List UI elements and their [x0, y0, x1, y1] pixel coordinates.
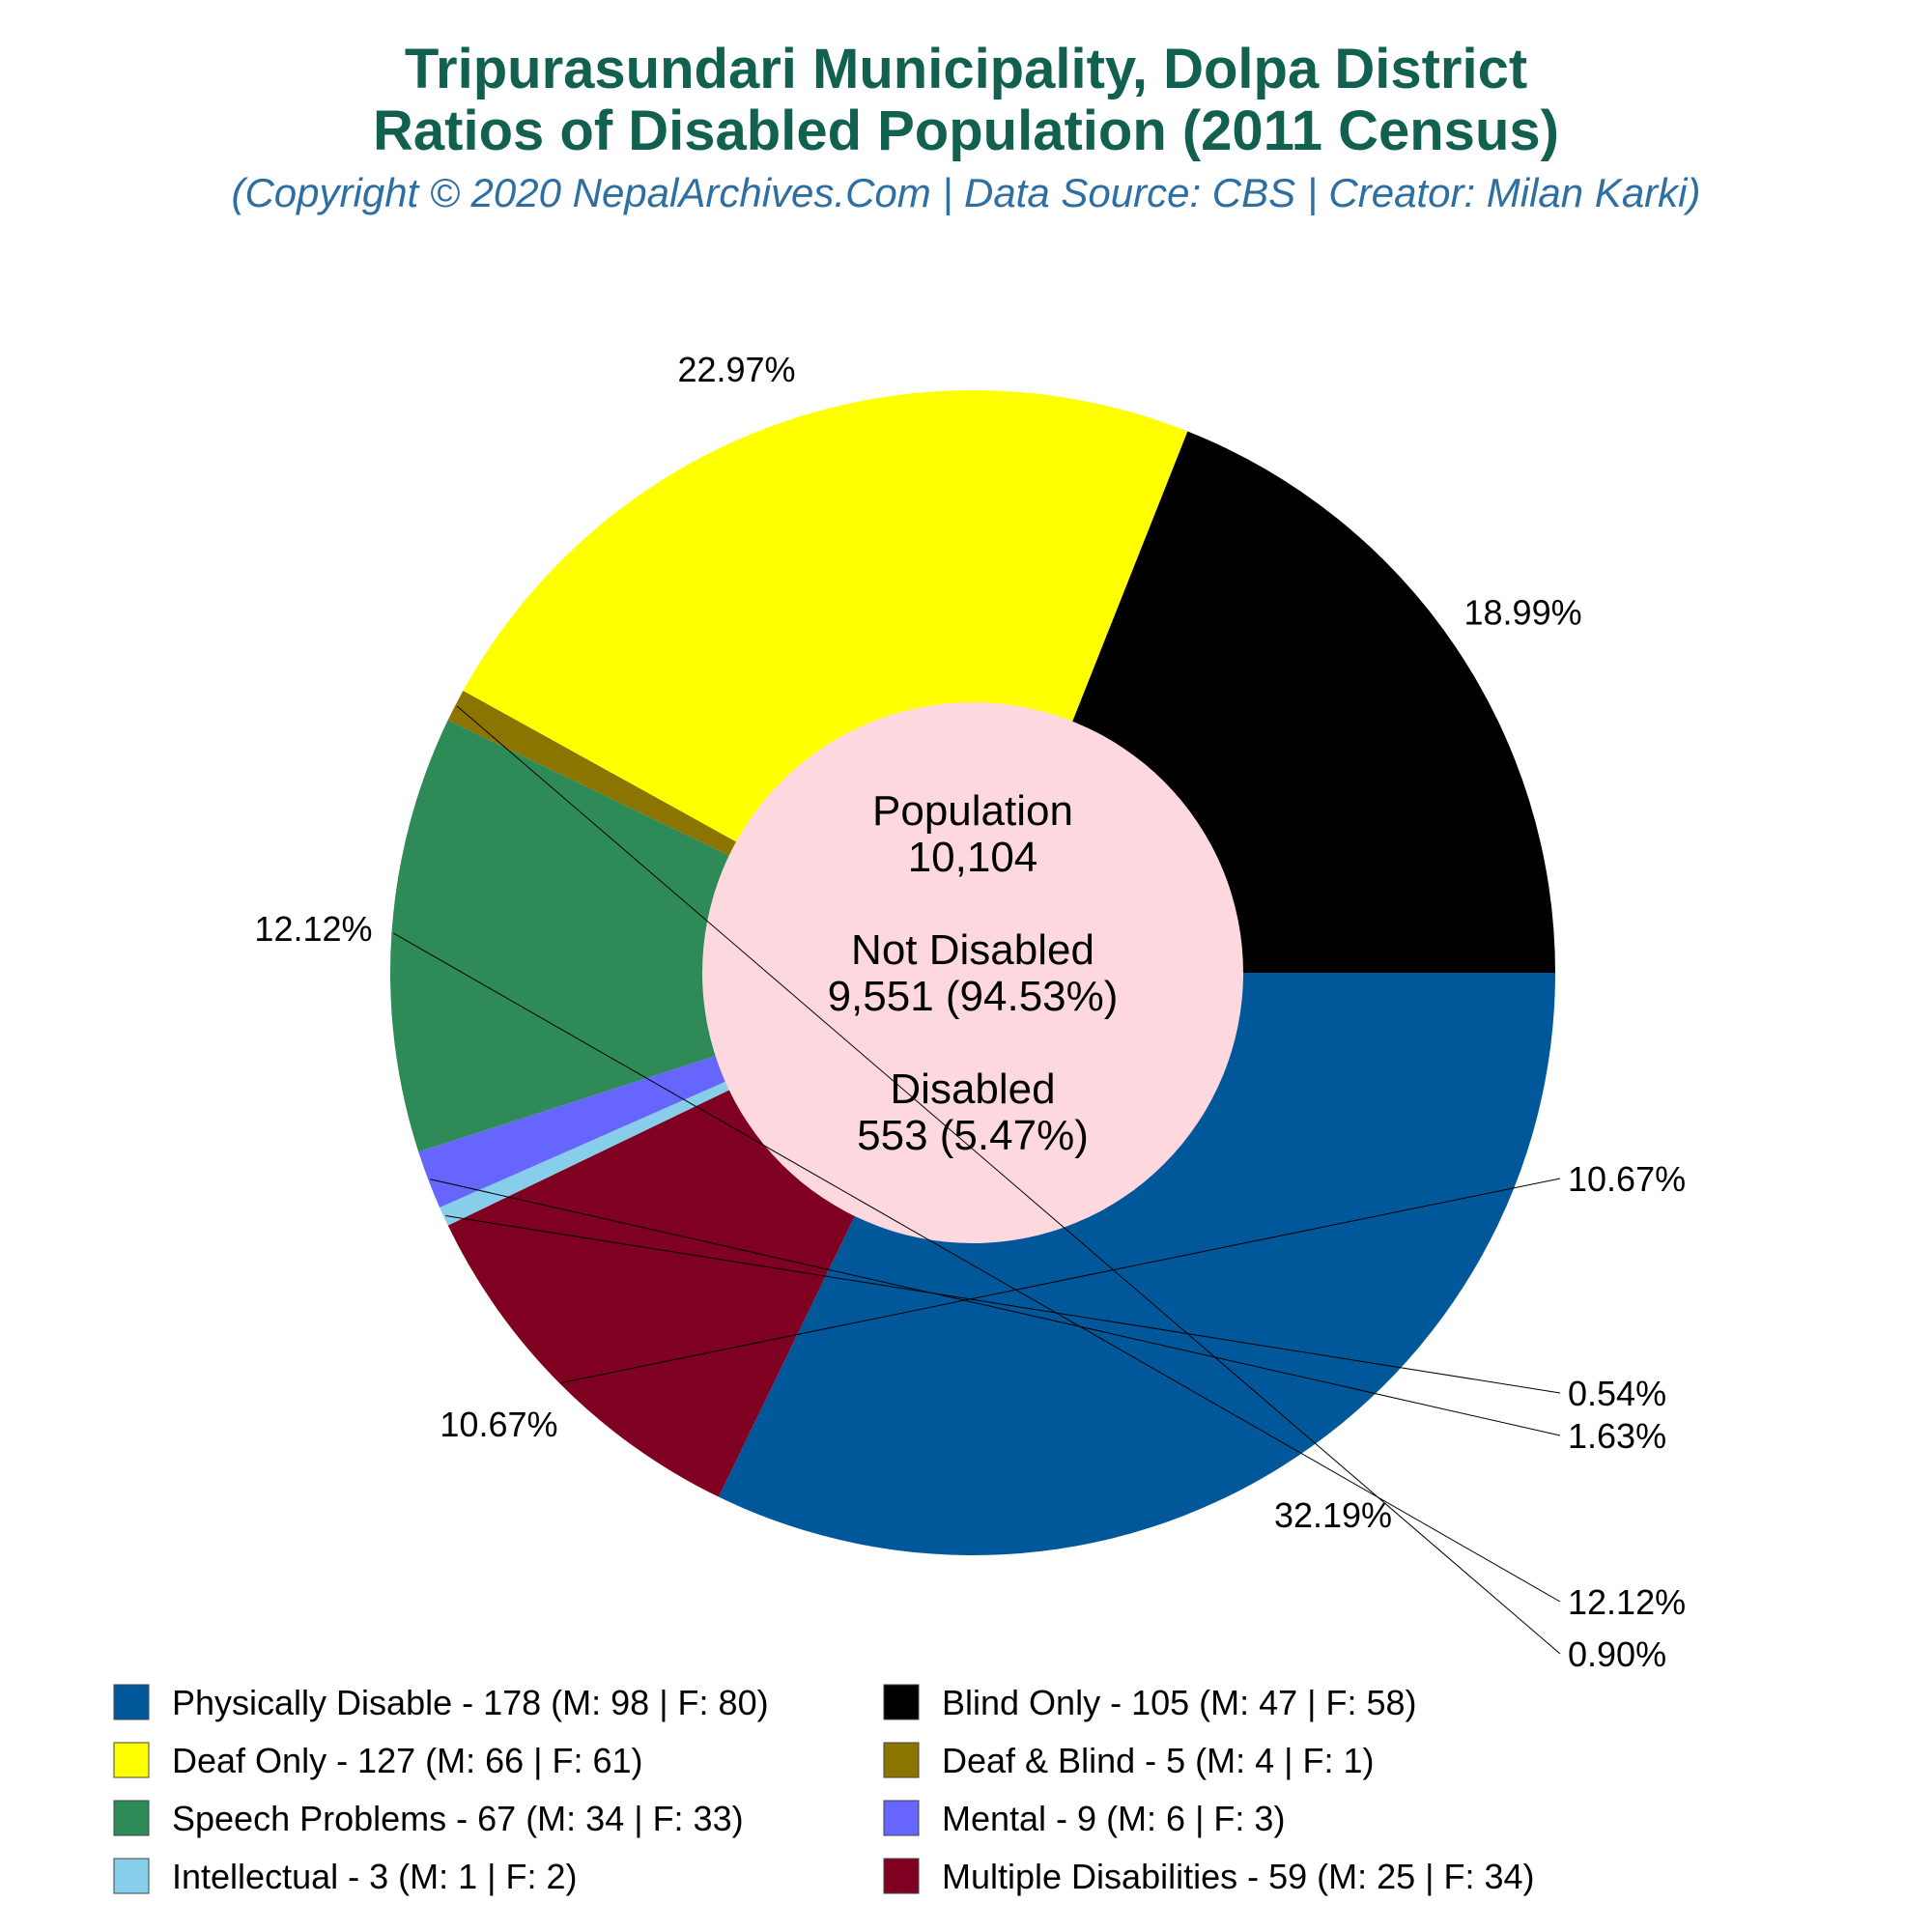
legend-swatch-mental: [883, 1800, 920, 1836]
percent-label-deaf-only: 22.97%: [677, 350, 795, 389]
center-text-4: 9,551 (94.53%): [828, 973, 1119, 1020]
center-circle: [702, 702, 1243, 1243]
legend-entry-deaf-blind: Deaf & Blind - 5 (M: 4 | F: 1): [942, 1741, 1375, 1780]
center-text-3: Not Disabled: [851, 926, 1094, 974]
chart-title-line-2: Ratios of Disabled Population (2011 Cens…: [373, 99, 1559, 162]
center-text-7: 553 (5.47%): [857, 1112, 1089, 1159]
chart-title-line-1: Tripurasundari Municipality, Dolpa Distr…: [404, 38, 1528, 100]
legend-swatch-physically-disable: [113, 1684, 150, 1720]
center-text-0: Population: [872, 787, 1073, 835]
legend-entry-mental: Mental - 9 (M: 6 | F: 3): [942, 1799, 1285, 1838]
leader-line-speech-problems: [393, 932, 1561, 1603]
legend-entry-speech-problems: Speech Problems - 67 (M: 34 | F: 33): [172, 1799, 744, 1838]
leader-line-intellectual: [445, 1215, 1561, 1394]
pie-slice-speech-problems: [390, 720, 973, 1152]
legend-swatch-intellectual: [113, 1858, 150, 1894]
title-block: Tripurasundari Municipality, Dolpa Distr…: [0, 39, 1932, 220]
percent-label-speech-problems: 12.12%: [1568, 1582, 1686, 1622]
legend-entry-intellectual: Intellectual - 3 (M: 1 | F: 2): [172, 1857, 577, 1896]
legend-swatch-deaf-only: [113, 1742, 150, 1778]
legend-entry-deaf-only: Deaf Only - 127 (M: 66 | F: 61): [172, 1741, 643, 1780]
percent-label-multiple-disabilities: 10.67%: [440, 1405, 557, 1444]
legend-swatch-deaf-blind: [883, 1742, 920, 1778]
percent-label-mental: 1.63%: [1568, 1416, 1666, 1456]
leader-line-deaf-blind: [456, 705, 1561, 1655]
legend-entry-blind-only: Blind Only - 105 (M: 47 | F: 58): [942, 1683, 1417, 1722]
percent-label-multiple-disabilities: 10.67%: [1568, 1159, 1686, 1199]
legend-swatch-speech-problems: [113, 1800, 150, 1836]
chart-subtitle: (Copyright © 2020 NepalArchives.Com | Da…: [231, 170, 1701, 215]
center-text-6: Disabled: [890, 1065, 1055, 1113]
leader-line-mental: [430, 1179, 1561, 1436]
legend-entry-physically-disable: Physically Disable - 178 (M: 98 | F: 80): [172, 1683, 769, 1722]
legend-swatch-multiple-disabilities: [883, 1858, 920, 1894]
percent-label-intellectual: 0.54%: [1568, 1374, 1666, 1413]
percent-label-blind-only: 18.99%: [1464, 593, 1582, 633]
percent-label-physically-disable: 32.19%: [1274, 1495, 1392, 1535]
center-text-1: 10,104: [908, 834, 1038, 881]
legend-entry-multiple-disabilities: Multiple Disabilities - 59 (M: 25 | F: 3…: [942, 1857, 1535, 1896]
percent-label-deaf-blind: 0.90%: [1568, 1634, 1666, 1674]
percent-label-speech-problems: 12.12%: [254, 909, 372, 949]
legend-swatch-blind-only: [883, 1684, 920, 1720]
leader-line-multiple-disabilities: [561, 1178, 1561, 1383]
